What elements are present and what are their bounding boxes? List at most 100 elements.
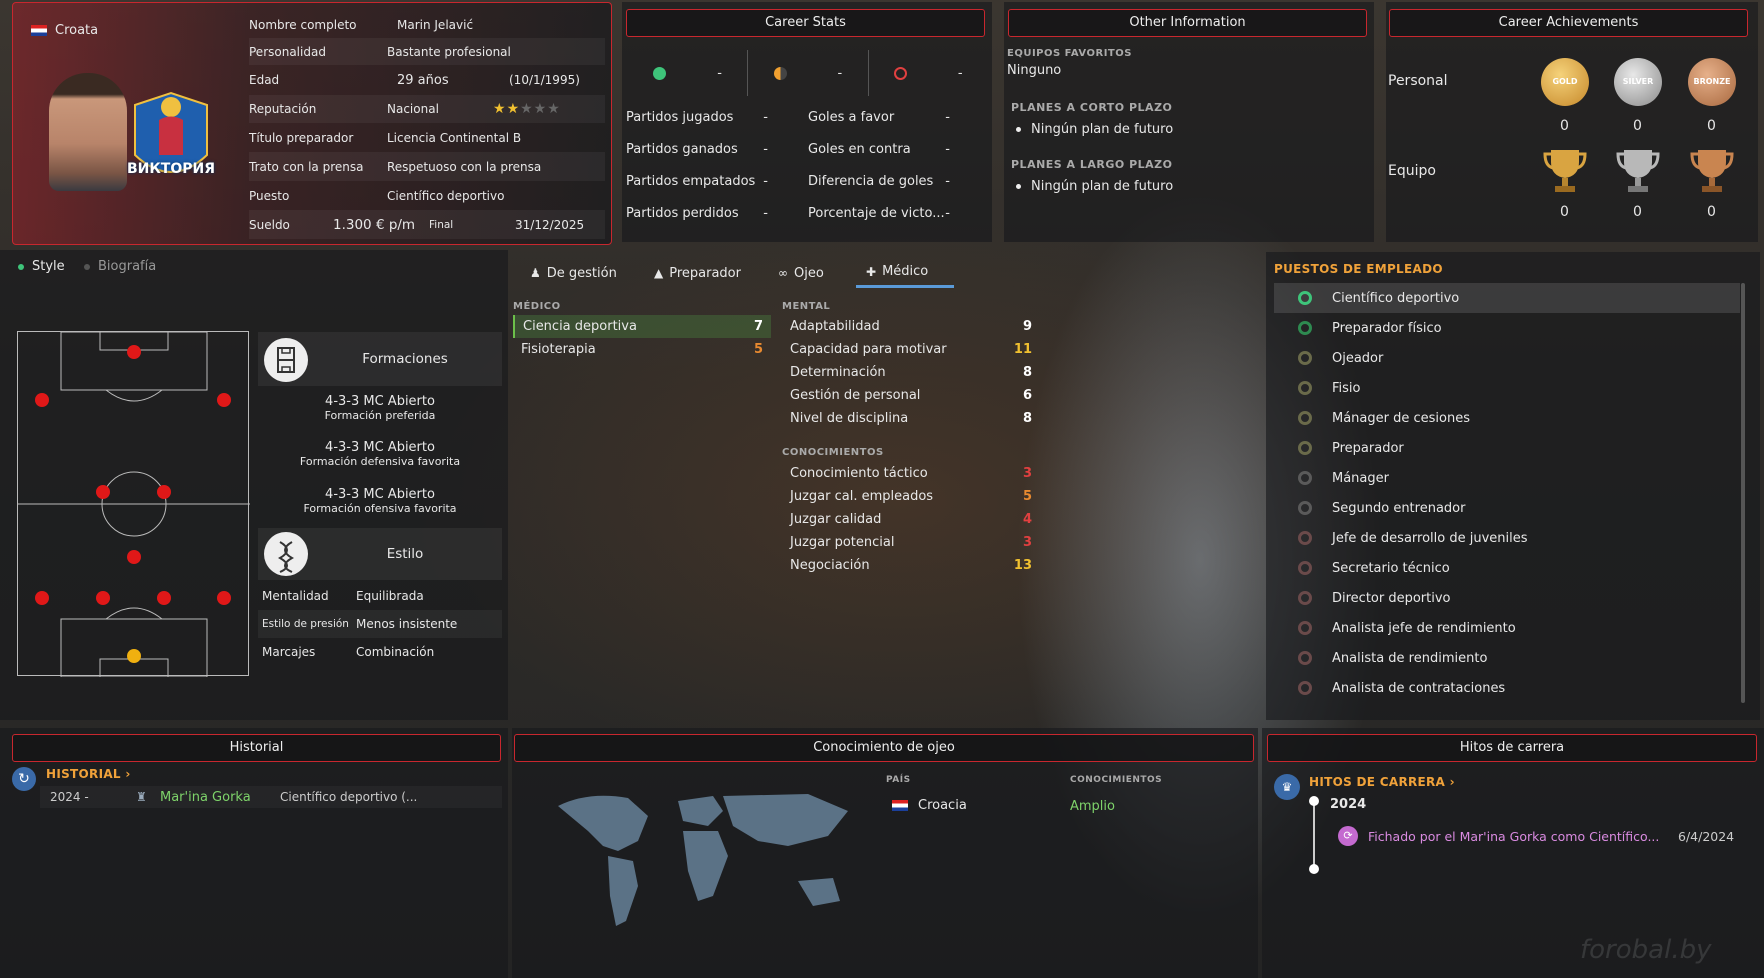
medical-attributes: Ciencia deportiva 7 Fisioterapia 5 xyxy=(513,315,771,361)
style-row-pressing: Estilo de presión Menos insistente xyxy=(258,610,502,638)
position-item[interactable]: Analista jefe de rendimiento xyxy=(1274,613,1740,643)
milestones-header[interactable]: Hitos de carrera xyxy=(1267,734,1757,762)
milestones-link[interactable]: HITOS DE CARRERA › xyxy=(1309,775,1455,789)
position-item[interactable]: Jefe de desarrollo de juveniles xyxy=(1274,523,1740,553)
attr-row: Juzgar cal. empleados 5 xyxy=(790,489,1032,504)
field-role: Puesto Científico deportivo xyxy=(249,188,505,203)
tab-coach[interactable]: ▲ Preparador xyxy=(654,265,741,281)
positions-scrollbar[interactable] xyxy=(1741,283,1745,703)
position-item[interactable]: Ojeador xyxy=(1274,343,1740,373)
staff-face-avatar xyxy=(49,73,127,191)
progress-ring-icon xyxy=(1298,291,1312,305)
achievements-header[interactable]: Career Achievements xyxy=(1389,9,1748,37)
positions-title: PUESTOS DE EMPLEADO xyxy=(1274,262,1443,276)
positions-panel xyxy=(1266,252,1760,720)
position-item[interactable]: Analista de contrataciones xyxy=(1274,673,1740,703)
stats-indicators: - - - xyxy=(628,50,988,96)
achievements-panel xyxy=(1386,2,1758,242)
attr-row-physiotherapy: Fisioterapia 5 xyxy=(521,342,763,357)
style-row-mentality: Mentalidad Equilibrada xyxy=(262,589,424,603)
position-item[interactable]: Director deportivo xyxy=(1274,583,1740,613)
position-item[interactable]: Fisio xyxy=(1274,373,1740,403)
history-row[interactable]: 2024 - ♜ Mar'ina Gorka Científico deport… xyxy=(40,786,502,808)
timeline-dot-bottom xyxy=(1309,864,1319,874)
position-item[interactable]: Científico deportivo xyxy=(1274,283,1740,313)
person-icon: ♟ xyxy=(530,266,541,280)
tab-style[interactable]: Style xyxy=(18,259,65,274)
fav-teams-value: Ninguno xyxy=(1007,63,1062,78)
formation-item-defensive: 4-3-3 MC Abierto Formación defensiva fav… xyxy=(299,440,461,468)
indicator-losses: - xyxy=(869,50,988,96)
positions-list: Científico deportivo Preparador físico O… xyxy=(1274,283,1740,703)
timeline-dot-top xyxy=(1309,796,1319,806)
team-label: Equipo xyxy=(1388,163,1436,179)
reputation-stars-icon: ★★★★★ xyxy=(493,101,561,117)
medical-kit-icon: ✚ xyxy=(866,264,877,279)
scouting-header[interactable]: Conocimiento de ojeo xyxy=(514,734,1254,762)
world-map[interactable] xyxy=(548,786,868,946)
bullet-icon xyxy=(1016,184,1021,189)
career-stats-header[interactable]: Career Stats xyxy=(626,9,985,37)
team-bronze-count: 0 xyxy=(1707,204,1716,220)
trophy-icon: ♛ xyxy=(1274,774,1300,800)
stat-row: Goles en contra - xyxy=(808,142,950,157)
short-plans-label: PLANES A CORTO PLAZO xyxy=(1011,101,1173,114)
bullet-icon xyxy=(1016,127,1021,132)
position-item[interactable]: Secretario técnico xyxy=(1274,553,1740,583)
style-title: Estilo xyxy=(386,546,424,562)
attr-row: Gestión de personal 6 xyxy=(790,388,1032,403)
stat-row: Partidos ganados - xyxy=(626,142,768,157)
stat-row: Partidos perdidos - xyxy=(626,206,768,221)
progress-ring-icon xyxy=(1298,501,1312,515)
field-age: Edad 29 años (10/1/1995) xyxy=(249,72,580,88)
position-item[interactable]: Mánager xyxy=(1274,463,1740,493)
team-gold-count: 0 xyxy=(1560,204,1569,220)
tab-scouting[interactable]: ∞ Ojeo xyxy=(778,265,824,281)
knowledge-level: Amplio xyxy=(1070,799,1115,814)
milestone-year: 2024 xyxy=(1330,797,1367,812)
knowledge-col-label: CONOCIMIENTOS xyxy=(1070,775,1163,785)
dna-icon xyxy=(264,532,308,576)
position-item[interactable]: Analista de rendimiento xyxy=(1274,643,1740,673)
bronze-medal-icon: BRONZE xyxy=(1688,58,1736,106)
progress-ring-icon xyxy=(1298,621,1312,635)
milestone-row[interactable]: ⟳ Fichado por el Mar'ina Gorka como Cien… xyxy=(1338,826,1738,846)
active-dot-icon xyxy=(18,263,24,270)
historial-header[interactable]: Historial xyxy=(12,734,501,762)
croatia-flag-icon xyxy=(892,800,908,811)
progress-ring-icon xyxy=(1298,531,1312,545)
progress-ring-icon xyxy=(1298,561,1312,575)
position-item[interactable]: Preparador xyxy=(1274,433,1740,463)
country-col-label: PAÍS xyxy=(886,775,911,785)
attr-tabs: ♟ De gestión ▲ Preparador ∞ Ojeo ✚ Médico xyxy=(520,258,954,288)
attr-row: Determinación 8 xyxy=(790,365,1032,380)
history-icon: ↻ xyxy=(12,767,36,791)
croatia-flag-icon xyxy=(31,25,47,36)
style-rows: Mentalidad Equilibrada Estilo de presión… xyxy=(258,582,502,666)
position-item[interactable]: Mánager de cesiones xyxy=(1274,403,1740,433)
country-row[interactable]: Croacia xyxy=(892,798,967,813)
attr-row: Juzgar potencial 3 xyxy=(790,535,1032,550)
formations-title: Formaciones xyxy=(362,351,448,367)
historial-link[interactable]: HISTORIAL › xyxy=(46,767,131,781)
tab-biography[interactable]: Biografía xyxy=(84,259,156,274)
personal-label: Personal xyxy=(1388,73,1448,89)
attr-row: Adaptabilidad 9 xyxy=(790,319,1032,334)
other-info-header[interactable]: Other Information xyxy=(1008,9,1367,37)
progress-ring-icon xyxy=(1298,411,1312,425)
position-item[interactable]: Segundo entrenador xyxy=(1274,493,1740,523)
other-info-panel xyxy=(1004,2,1374,242)
tab-management[interactable]: ♟ De gestión xyxy=(530,265,617,281)
stat-row: Diferencia de goles - xyxy=(808,174,950,189)
field-reputation: Reputación Nacional ★★★★★ xyxy=(249,95,605,123)
milestones-panel xyxy=(1262,728,1764,978)
position-item[interactable]: Preparador físico xyxy=(1274,313,1740,343)
long-plans-item: Ningún plan de futuro xyxy=(1016,179,1173,194)
field-coaching-license: Título preparador Licencia Continental B xyxy=(249,130,522,145)
stat-row: Porcentaje de victo... - xyxy=(808,206,950,221)
inactive-dot-icon xyxy=(84,263,90,270)
tab-medical[interactable]: ✚ Médico xyxy=(856,258,954,288)
scouting-panel xyxy=(512,728,1258,978)
fav-teams-label: EQUIPOS FAVORITOS xyxy=(1007,48,1132,59)
progress-ring-icon xyxy=(1298,441,1312,455)
